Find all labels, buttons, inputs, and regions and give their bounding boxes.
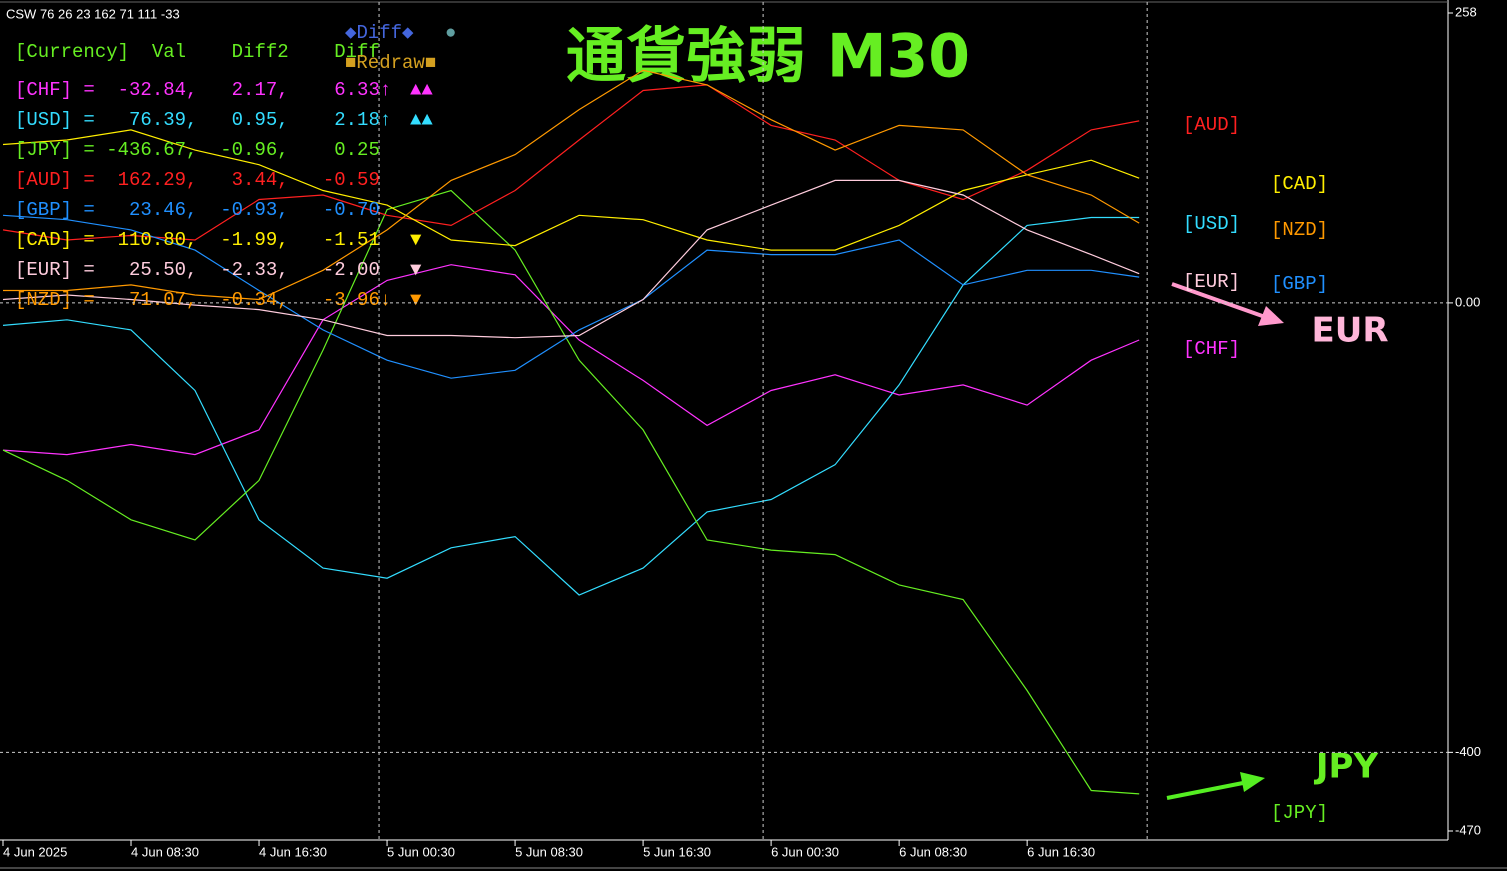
series-line xyxy=(2,264,1140,456)
panel-marks: ▼ xyxy=(410,289,422,311)
x-tick-label: 4 Jun 08:30 xyxy=(131,844,199,859)
legend-entry: [USD] xyxy=(1183,213,1240,235)
series-line xyxy=(2,189,1140,795)
panel-row: [CAD] = 110.80, -1.99, -1.51 xyxy=(15,229,380,251)
y-tick-label: 258 xyxy=(1455,4,1477,19)
x-tick-label: 5 Jun 08:30 xyxy=(515,844,583,859)
series-line xyxy=(2,214,1140,379)
panel-header: [Currency] Val Diff2 Diff xyxy=(15,41,380,63)
series-line xyxy=(2,179,1140,339)
x-tick-label: 6 Jun 08:30 xyxy=(899,844,967,859)
indicator-caption: CSW 76 26 23 162 71 111 -33 xyxy=(6,6,180,21)
lines xyxy=(2,69,1140,795)
x-tick-label: 5 Jun 00:30 xyxy=(387,844,455,859)
y-tick-label: -470 xyxy=(1455,822,1481,837)
x-tick-label: 4 Jun 2025 xyxy=(3,844,67,859)
redraw-button[interactable]: ■Redraw■ xyxy=(345,52,436,74)
panel-marks: ▲▲ xyxy=(410,79,433,101)
x-tick-label: 6 Jun 00:30 xyxy=(771,844,839,859)
y-tick-label: -400 xyxy=(1455,744,1481,759)
legend-entry: [CHF] xyxy=(1183,338,1240,360)
eur-arrow xyxy=(1171,282,1284,326)
legend-entry: [AUD] xyxy=(1183,114,1240,136)
panel-row: [NZD] = 71.07, -0.34, -3.96↓ xyxy=(15,289,391,311)
legend-entry: [NZD] xyxy=(1271,219,1328,241)
x-tick-label: 4 Jun 16:30 xyxy=(259,844,327,859)
x-tick-label: 6 Jun 16:30 xyxy=(1027,844,1095,859)
series-line xyxy=(3,69,1140,301)
toggle-button[interactable]: ● xyxy=(445,22,456,44)
eur-annotation: EUR xyxy=(1311,311,1388,351)
jpy-arrow xyxy=(1166,772,1265,800)
chart-title: 通貨強弱 M30 xyxy=(566,22,970,92)
series-line xyxy=(2,129,1140,251)
series-line xyxy=(2,84,1140,241)
legend-entry: [EUR] xyxy=(1183,271,1240,293)
panel-marks: ▲▲ xyxy=(410,109,433,131)
jpy-annotation: JPY xyxy=(1314,747,1379,787)
panel-marks: ▼ xyxy=(410,259,422,281)
x-tick-label: 5 Jun 16:30 xyxy=(643,844,711,859)
panel-row: [EUR] = 25.50, -2.33, -2.00 xyxy=(15,259,380,281)
currency-panel: [Currency] Val Diff2 Diff ◆Diff◆ ● ■Redr… xyxy=(15,22,456,311)
legend-entry: [GBP] xyxy=(1271,273,1328,295)
panel-row: [CHF] = -32.84, 2.17, 6.33↑ xyxy=(15,79,391,101)
panel-marks: ▼ xyxy=(410,229,422,251)
panel-row: [USD] = 76.39, 0.95, 2.18↑ xyxy=(15,109,391,131)
legend-entry: [JPY] xyxy=(1271,802,1328,824)
y-tick-label: 0.00 xyxy=(1455,294,1480,309)
panel-row: [AUD] = 162.29, 3.44, -0.59 xyxy=(15,169,380,191)
panel-row: [GBP] = 23.46, -0.93, -0.70 xyxy=(15,199,380,221)
legend-entry: [CAD] xyxy=(1271,173,1328,195)
panel-row: [JPY] = -436.67, -0.96, 0.25 xyxy=(15,139,380,161)
